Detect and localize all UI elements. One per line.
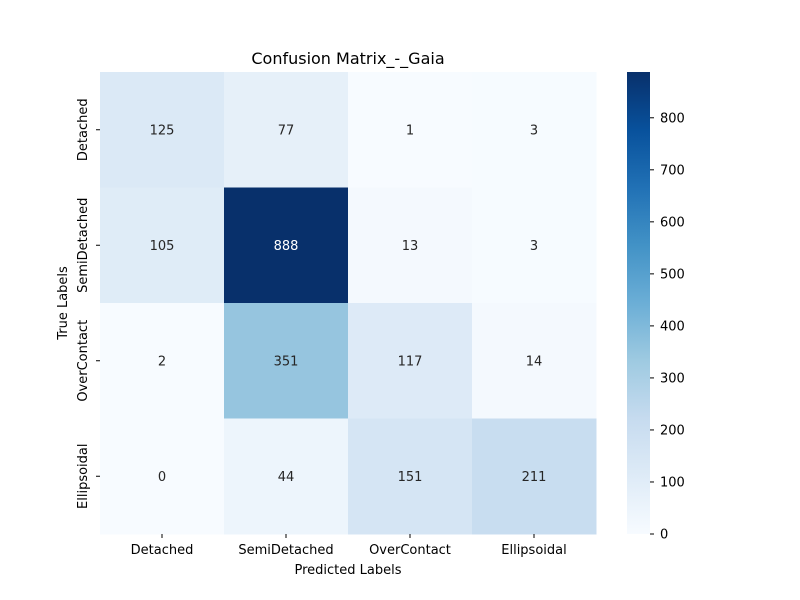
cell-value-label: 0 [158,470,166,485]
colorbar-tick-label: 800 [660,111,685,126]
colorbar-tick-label: 600 [660,215,685,230]
colorbar-tick-label: 200 [660,423,685,438]
heatmap-cell [472,418,597,535]
cell-value-label: 14 [526,354,543,369]
heatmap-cell [224,72,349,188]
colorbar-tick-label: 300 [660,371,685,386]
y-tick-label: Detached [76,98,91,161]
y-tick-label: Ellipsoidal [76,444,91,509]
colorbar-tick-label: 400 [660,319,685,334]
y-axis-ticks: Detached SemiDetached OverContact Ellipsoid… [76,98,100,509]
cell-value-label: 3 [530,123,538,138]
cell-value-label: 125 [150,123,175,138]
cell-value-label: 3 [530,239,538,254]
colorbar-tick-label: 700 [660,163,685,178]
heatmap-cell [472,187,597,304]
cell-value-label: 77 [278,123,295,138]
cell-value-label: 351 [274,354,299,369]
colorbar: 0 100 200 300 400 500 600 700 800 [627,72,685,543]
x-axis-label: Predicted Labels [294,563,401,578]
colorbar-tick-label: 0 [660,528,668,543]
cell-value-label: 2 [158,354,166,369]
heatmap-cell [472,303,597,419]
heatmap-cell [224,187,349,304]
cell-value-label: 211 [522,470,547,485]
x-tick-label: Detached [131,543,194,558]
cell-value-label: 888 [274,239,299,254]
heatmap-cell [348,303,473,419]
y-tick-label: SemiDetached [76,198,91,293]
heatmap-cell [348,418,473,535]
cell-value-label: 1 [406,123,414,138]
heatmap-cell [348,187,473,304]
colorbar-gradient [627,72,650,534]
heatmap-cell [100,418,225,535]
cell-value-label: 13 [402,239,419,254]
colorbar-ticks: 0 100 200 300 400 500 600 700 800 [650,111,685,543]
y-axis-label: True Labels [56,266,71,341]
x-axis-ticks: Detached SemiDetached OverContact Ellipsoid… [131,534,567,558]
cell-value-label: 105 [150,239,175,254]
chart-title: Confusion Matrix_-_Gaia [251,49,444,69]
x-tick-label: SemiDetached [238,543,333,558]
heatmap-cell [100,187,225,304]
x-tick-label: Ellipsoidal [501,543,566,558]
heatmap-cell [472,72,597,188]
heatmap-cell [100,303,225,419]
cell-value-label: 151 [398,470,423,485]
cell-value-label: 44 [278,470,295,485]
colorbar-tick-label: 100 [660,475,685,490]
y-tick-label: OverContact [76,320,91,402]
cell-value-label: 117 [398,354,423,369]
heatmap-cell [224,303,349,419]
heatmap-cell [100,72,225,188]
heatmap-cell [348,72,473,188]
x-tick-label: OverContact [369,543,451,558]
heatmap-cell [224,418,349,535]
colorbar-tick-label: 500 [660,267,685,282]
